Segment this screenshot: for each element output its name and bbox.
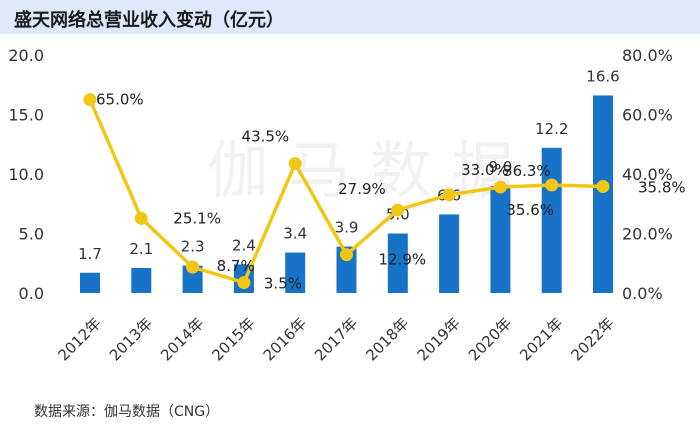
source-note: 数据来源：伽马数据（CNG） bbox=[34, 404, 220, 420]
growth-marker bbox=[493, 180, 507, 194]
growth-value-label: 27.9% bbox=[338, 180, 386, 198]
bar-value-label: 2.4 bbox=[232, 236, 256, 254]
bar bbox=[490, 185, 511, 293]
growth-value-label: 43.5% bbox=[242, 128, 290, 146]
bar-value-label: 2.3 bbox=[181, 238, 205, 256]
x-tick-label: 2014年 bbox=[157, 314, 207, 364]
growth-value-label: 25.1% bbox=[173, 209, 221, 227]
x-tick-label: 2016年 bbox=[260, 314, 310, 364]
y-left-tick-label: 20.0 bbox=[8, 46, 44, 65]
growth-marker bbox=[391, 203, 405, 217]
bar bbox=[131, 268, 152, 293]
bar-value-label: 2.1 bbox=[129, 240, 153, 258]
bar-value-label: 3.4 bbox=[283, 225, 307, 243]
x-tick-label: 2012年 bbox=[54, 314, 104, 364]
bar bbox=[593, 95, 613, 294]
bar-value-label: 12.2 bbox=[535, 120, 568, 138]
growth-value-label: 33.0% bbox=[461, 161, 509, 179]
growth-marker bbox=[83, 93, 97, 107]
growth-value-label: 35.8% bbox=[638, 178, 686, 196]
chart-title: 盛天网络总营业收入变动（亿元） bbox=[14, 10, 284, 31]
y-right-tick-label: 0.0% bbox=[622, 284, 663, 303]
growth-marker bbox=[442, 188, 456, 202]
growth-value-label: 35.6% bbox=[506, 201, 554, 219]
y-right-tick-label: 20.0% bbox=[622, 225, 673, 244]
bar bbox=[80, 272, 100, 293]
x-tick-label: 2015年 bbox=[208, 314, 258, 364]
x-tick-label: 2013年 bbox=[106, 314, 156, 364]
x-tick-label: 2020年 bbox=[465, 314, 515, 364]
y-right-tick-label: 40.0% bbox=[622, 165, 673, 184]
y-left-tick-label: 0.0 bbox=[19, 284, 44, 303]
y-left-tick-label: 5.0 bbox=[19, 225, 44, 244]
x-tick-label: 2018年 bbox=[362, 314, 412, 364]
y-left-tick-label: 15.0 bbox=[8, 106, 44, 125]
x-tick-label: 2022年 bbox=[567, 314, 617, 364]
growth-marker bbox=[545, 178, 559, 192]
bar bbox=[439, 214, 460, 293]
growth-marker bbox=[596, 179, 610, 193]
growth-value-label: 8.7% bbox=[217, 257, 255, 275]
growth-marker bbox=[237, 276, 251, 290]
growth-marker bbox=[340, 248, 353, 262]
bar-value-label: 3.9 bbox=[335, 219, 359, 237]
y-right-tick-label: 60.0% bbox=[622, 106, 673, 125]
bar bbox=[387, 233, 408, 293]
bar-value-label: 1.7 bbox=[78, 245, 102, 263]
bar bbox=[285, 252, 306, 293]
growth-marker bbox=[134, 211, 148, 225]
bar-value-label: 16.6 bbox=[586, 67, 619, 85]
growth-value-label: 65.0% bbox=[96, 91, 144, 109]
bar-value-label: 9.0 bbox=[488, 158, 512, 176]
growth-value-label: 12.9% bbox=[379, 251, 427, 269]
watermark: 伽 马 数 据 bbox=[206, 134, 513, 207]
growth-value-label: 36.3% bbox=[503, 162, 551, 180]
revenue-chart: 伽 马 数 据 0.0 5.0 10.0 15.0 20.0 0.0% 20.0% 40.0% 6… bbox=[8, 46, 686, 364]
growth-value-label: 3.5% bbox=[264, 275, 302, 293]
y-left-tick-label: 10.0 bbox=[8, 165, 44, 184]
growth-marker bbox=[288, 157, 302, 171]
x-tick-label: 2017年 bbox=[311, 314, 361, 364]
x-tick-label: 2019年 bbox=[414, 314, 464, 364]
bar bbox=[182, 265, 203, 293]
x-tick-label: 2021年 bbox=[516, 314, 566, 364]
growth-marker bbox=[186, 260, 200, 274]
title-bar bbox=[0, 0, 700, 34]
y-right-tick-label: 80.0% bbox=[622, 46, 673, 65]
